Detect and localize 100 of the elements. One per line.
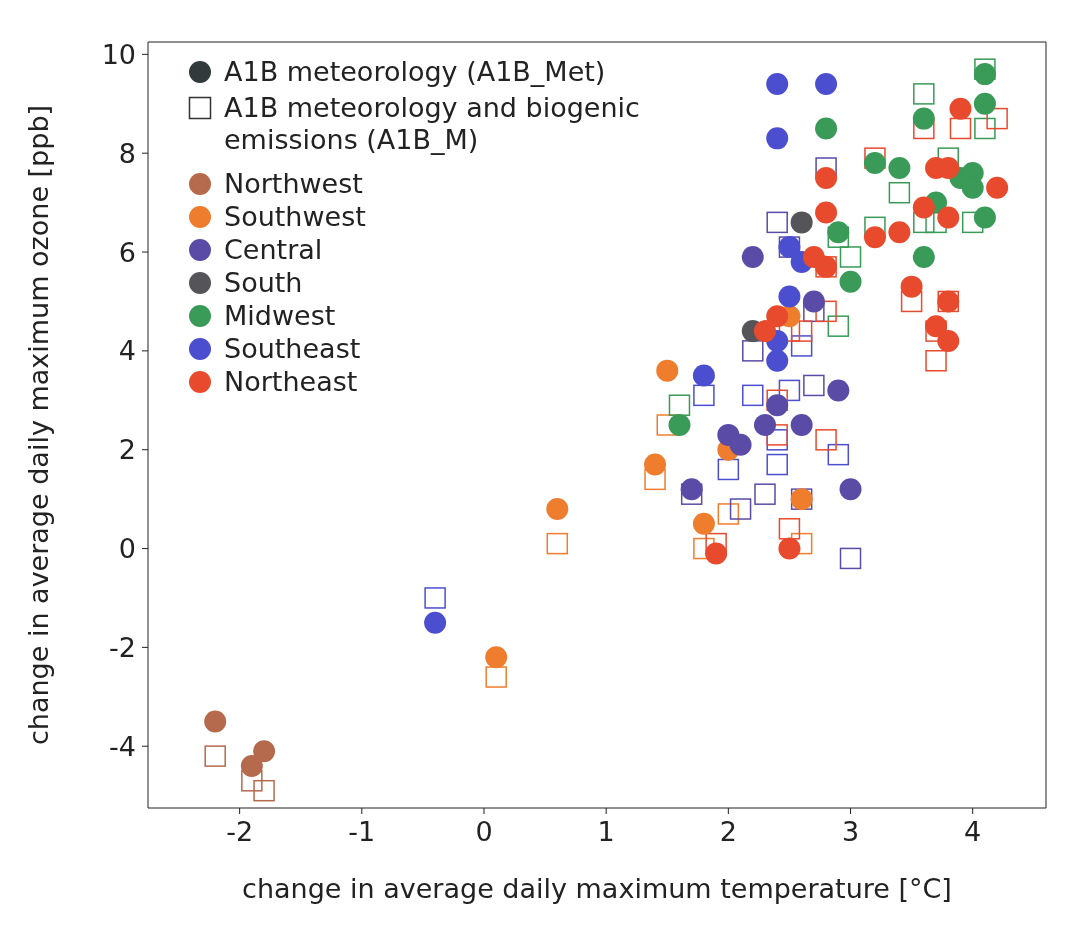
point xyxy=(937,329,960,352)
annotation: A1B meteorology and biogenic emissions (A1B_M) xyxy=(224,92,641,156)
point xyxy=(827,379,850,402)
point xyxy=(424,587,446,609)
point xyxy=(253,779,275,802)
point xyxy=(693,537,715,560)
point xyxy=(912,196,935,219)
point xyxy=(961,211,984,234)
legend-label: Northwest xyxy=(224,168,363,200)
y-tick-label: 4 xyxy=(118,335,136,367)
point xyxy=(827,226,850,248)
point xyxy=(485,666,507,688)
point xyxy=(742,384,764,407)
point xyxy=(753,320,776,343)
annotation: A1B meteorology (A1B_Met) xyxy=(224,56,606,88)
point xyxy=(912,107,935,130)
point xyxy=(204,745,226,767)
point xyxy=(204,710,227,733)
point xyxy=(241,770,263,792)
point xyxy=(815,117,838,140)
point xyxy=(827,315,850,337)
x-tick-label: 2 xyxy=(719,816,737,848)
point xyxy=(729,498,752,520)
point xyxy=(827,443,850,466)
point xyxy=(253,740,276,763)
y-tick-label: 2 xyxy=(118,434,136,466)
legend-label: Northeast xyxy=(224,366,358,398)
point xyxy=(973,63,996,86)
point xyxy=(692,364,715,387)
point xyxy=(729,433,752,456)
point xyxy=(839,478,862,501)
point xyxy=(913,211,935,234)
point xyxy=(717,503,740,525)
point xyxy=(888,157,911,180)
point xyxy=(949,97,972,120)
point xyxy=(692,512,715,535)
point xyxy=(815,300,837,323)
point xyxy=(815,429,837,451)
point xyxy=(754,483,776,505)
point xyxy=(742,340,764,362)
legend-label: Southwest xyxy=(224,201,366,233)
y-tick-label: -4 xyxy=(109,730,136,762)
point xyxy=(766,349,789,372)
point xyxy=(973,92,996,115)
point xyxy=(546,498,569,521)
point xyxy=(803,374,825,397)
point xyxy=(863,152,886,175)
point xyxy=(925,315,948,338)
point xyxy=(705,542,728,565)
point xyxy=(974,117,996,140)
point xyxy=(888,181,911,204)
point xyxy=(778,285,801,308)
point xyxy=(485,646,508,669)
point xyxy=(815,166,838,189)
point xyxy=(778,379,801,402)
point xyxy=(753,414,776,436)
point xyxy=(680,483,703,505)
x-tick-label: 0 xyxy=(475,816,493,848)
point xyxy=(815,73,838,96)
point xyxy=(766,394,789,417)
x-axis-title: change in average daily maximum temperature [°C] xyxy=(242,873,952,904)
point xyxy=(790,532,813,555)
point xyxy=(668,414,691,436)
point xyxy=(986,176,1009,199)
point xyxy=(240,754,263,777)
x-tick-label: 1 xyxy=(597,816,615,848)
point xyxy=(766,453,788,476)
point xyxy=(900,275,923,298)
point xyxy=(815,201,838,224)
x-tick-label: -2 xyxy=(226,816,254,848)
y-axis-title: change in average daily maximum ozone [ppb] xyxy=(22,104,54,746)
point xyxy=(790,211,813,234)
point xyxy=(741,245,764,268)
point xyxy=(424,611,447,634)
point xyxy=(973,206,996,229)
y-tick-label: 8 xyxy=(118,137,136,169)
point xyxy=(766,127,789,150)
point xyxy=(656,359,679,382)
x-tick-label: 4 xyxy=(964,816,982,848)
point xyxy=(717,458,740,481)
point xyxy=(802,290,825,313)
legend-label: South xyxy=(224,267,303,299)
point xyxy=(912,245,935,268)
point xyxy=(778,537,801,560)
point xyxy=(790,320,813,342)
point xyxy=(949,117,972,140)
point xyxy=(925,350,947,372)
legend-label: Central xyxy=(224,234,323,266)
point xyxy=(839,547,862,570)
point xyxy=(766,424,788,446)
point xyxy=(827,221,850,244)
point xyxy=(680,478,703,501)
y-tick-label: -2 xyxy=(109,631,136,663)
point xyxy=(644,468,666,491)
x-tick-label: 3 xyxy=(841,816,860,848)
x-tick-label: -1 xyxy=(348,816,376,848)
point xyxy=(693,384,715,407)
y-tick-label: 0 xyxy=(118,533,136,565)
point xyxy=(839,270,862,293)
y-tick-label: 6 xyxy=(118,236,136,268)
